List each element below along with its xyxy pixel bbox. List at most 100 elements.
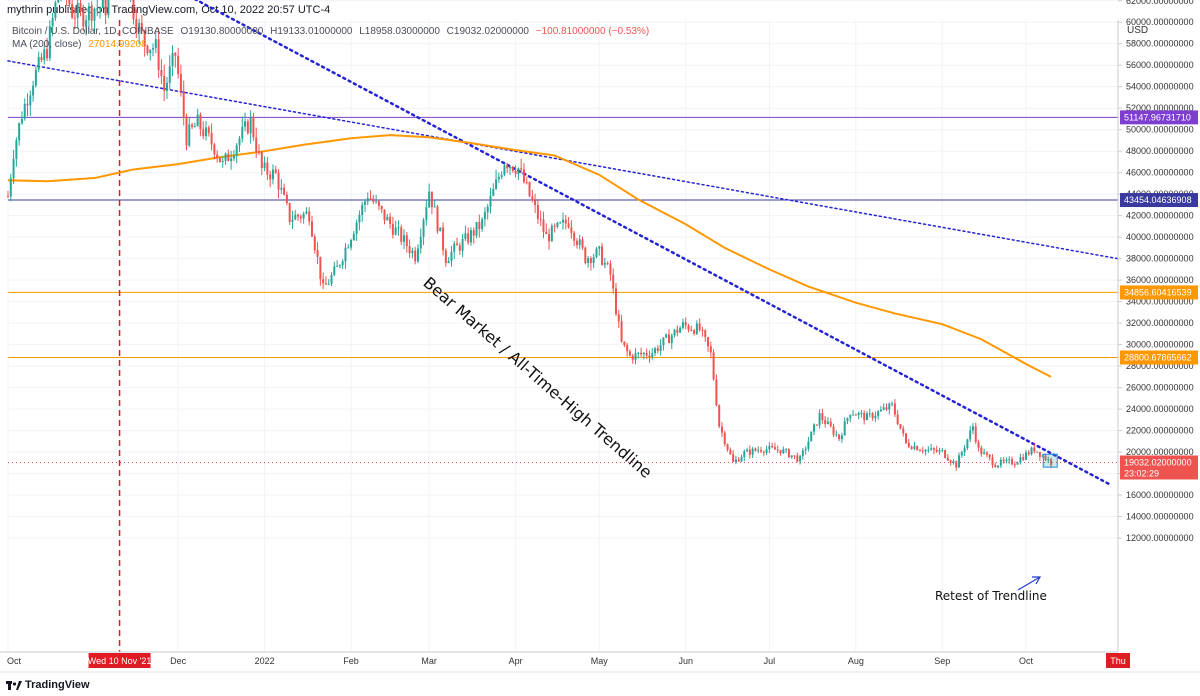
level-label-box [1120, 285, 1198, 300]
candle-body [824, 420, 827, 425]
candle-body [182, 90, 185, 118]
candle-body [51, 17, 54, 27]
candle-body [425, 207, 428, 221]
candle-body [966, 439, 969, 449]
candle-body [740, 457, 743, 462]
candle-body [637, 352, 640, 354]
time-tick-label: May [591, 656, 609, 666]
brand-name: TradingView [25, 679, 90, 691]
candle-body [927, 449, 930, 451]
candle-body [771, 446, 774, 448]
candle-body [999, 459, 1002, 466]
candle-body [464, 233, 467, 240]
candle-body [695, 323, 698, 334]
footer-brand[interactable]: TradingView [0, 676, 300, 696]
candle-body [746, 449, 749, 452]
candle-body [40, 56, 43, 61]
candle-body [760, 450, 763, 452]
candle-body [274, 169, 277, 173]
level-label: 28800.67865662 [1124, 353, 1192, 363]
candle-body [486, 206, 489, 213]
countdown-label: 23:02:29 [1124, 468, 1159, 478]
candle-body [96, 8, 99, 10]
candle-body [442, 227, 445, 251]
ma-legend: MA (200, close) 27014.99208 [12, 39, 151, 50]
candle-body [447, 260, 450, 264]
candle-body [285, 194, 288, 203]
level-label: 34856.60416539 [1124, 287, 1192, 297]
candle-body [436, 206, 439, 232]
candle-body [1002, 459, 1005, 462]
retest-annotation[interactable]: Retest of Trendline [935, 589, 1047, 603]
time-tick-label: Sep [934, 656, 950, 666]
candle-body [283, 187, 286, 195]
candle-body [428, 191, 431, 208]
candle-body [1005, 459, 1008, 462]
candle-body [534, 200, 537, 206]
level-label: 43454.04636908 [1124, 195, 1192, 205]
candle-body [327, 283, 330, 285]
candle-body [595, 248, 598, 258]
candle-body [1036, 451, 1039, 453]
candle-body [79, 2, 82, 10]
candle-body [1019, 457, 1022, 463]
candle-body [380, 205, 383, 210]
candle-body [793, 455, 796, 457]
candle-body [319, 256, 322, 280]
candle-body [263, 162, 266, 168]
candle-body [785, 449, 788, 451]
candle-body [146, 45, 149, 54]
price-tick-label: 34000.00000000 [1126, 297, 1194, 307]
candle-body [698, 323, 701, 330]
candle-body [216, 154, 219, 158]
candle-body [1016, 462, 1019, 465]
candle-body [587, 258, 590, 263]
candle-body [684, 322, 687, 326]
candle-body [218, 157, 221, 163]
candle-body [444, 250, 447, 264]
candle-body [185, 117, 188, 146]
candle-body [944, 450, 947, 458]
candle-body [868, 413, 871, 415]
price-tick-label: 48000.00000000 [1126, 146, 1194, 156]
candle-body [389, 216, 392, 224]
candle-body [294, 214, 297, 220]
candle-body [838, 434, 841, 440]
candle-body [667, 334, 670, 344]
candle-body [15, 140, 18, 159]
candle-body [1050, 459, 1053, 466]
candle-body [821, 413, 824, 421]
candle-body [877, 411, 880, 416]
candle-body [196, 114, 199, 127]
candle-body [177, 55, 180, 75]
candle-body [495, 179, 498, 189]
candle-body [815, 424, 818, 426]
candle-body [171, 52, 174, 67]
symbol-name: Bitcoin / U.S. Dollar, 1D, COINBASE [12, 26, 174, 37]
axis-unit-label: USD [1127, 25, 1149, 36]
candle-body [1011, 459, 1014, 465]
candle-body [366, 198, 369, 202]
candle-body [235, 145, 238, 156]
candle-body [715, 379, 718, 406]
candle-body [905, 433, 908, 443]
candle-body [277, 172, 280, 190]
time-tick-label: Aug [848, 656, 864, 666]
candle-body [578, 239, 581, 245]
candle-body [358, 215, 361, 223]
candle-body [893, 403, 896, 415]
candle-body [165, 82, 168, 91]
candle-body [553, 225, 556, 227]
candle-body [994, 465, 997, 468]
candle-body [603, 262, 606, 265]
candle-body [528, 182, 531, 197]
candle-body [921, 450, 924, 452]
candle-body [860, 412, 863, 414]
candle-body [729, 449, 732, 455]
candle-body [930, 448, 933, 450]
candle-body [628, 351, 631, 356]
candle-body [871, 413, 874, 419]
legend-change: −100.81000000 (−0.53%) [535, 26, 650, 37]
candle-body [107, 0, 110, 16]
